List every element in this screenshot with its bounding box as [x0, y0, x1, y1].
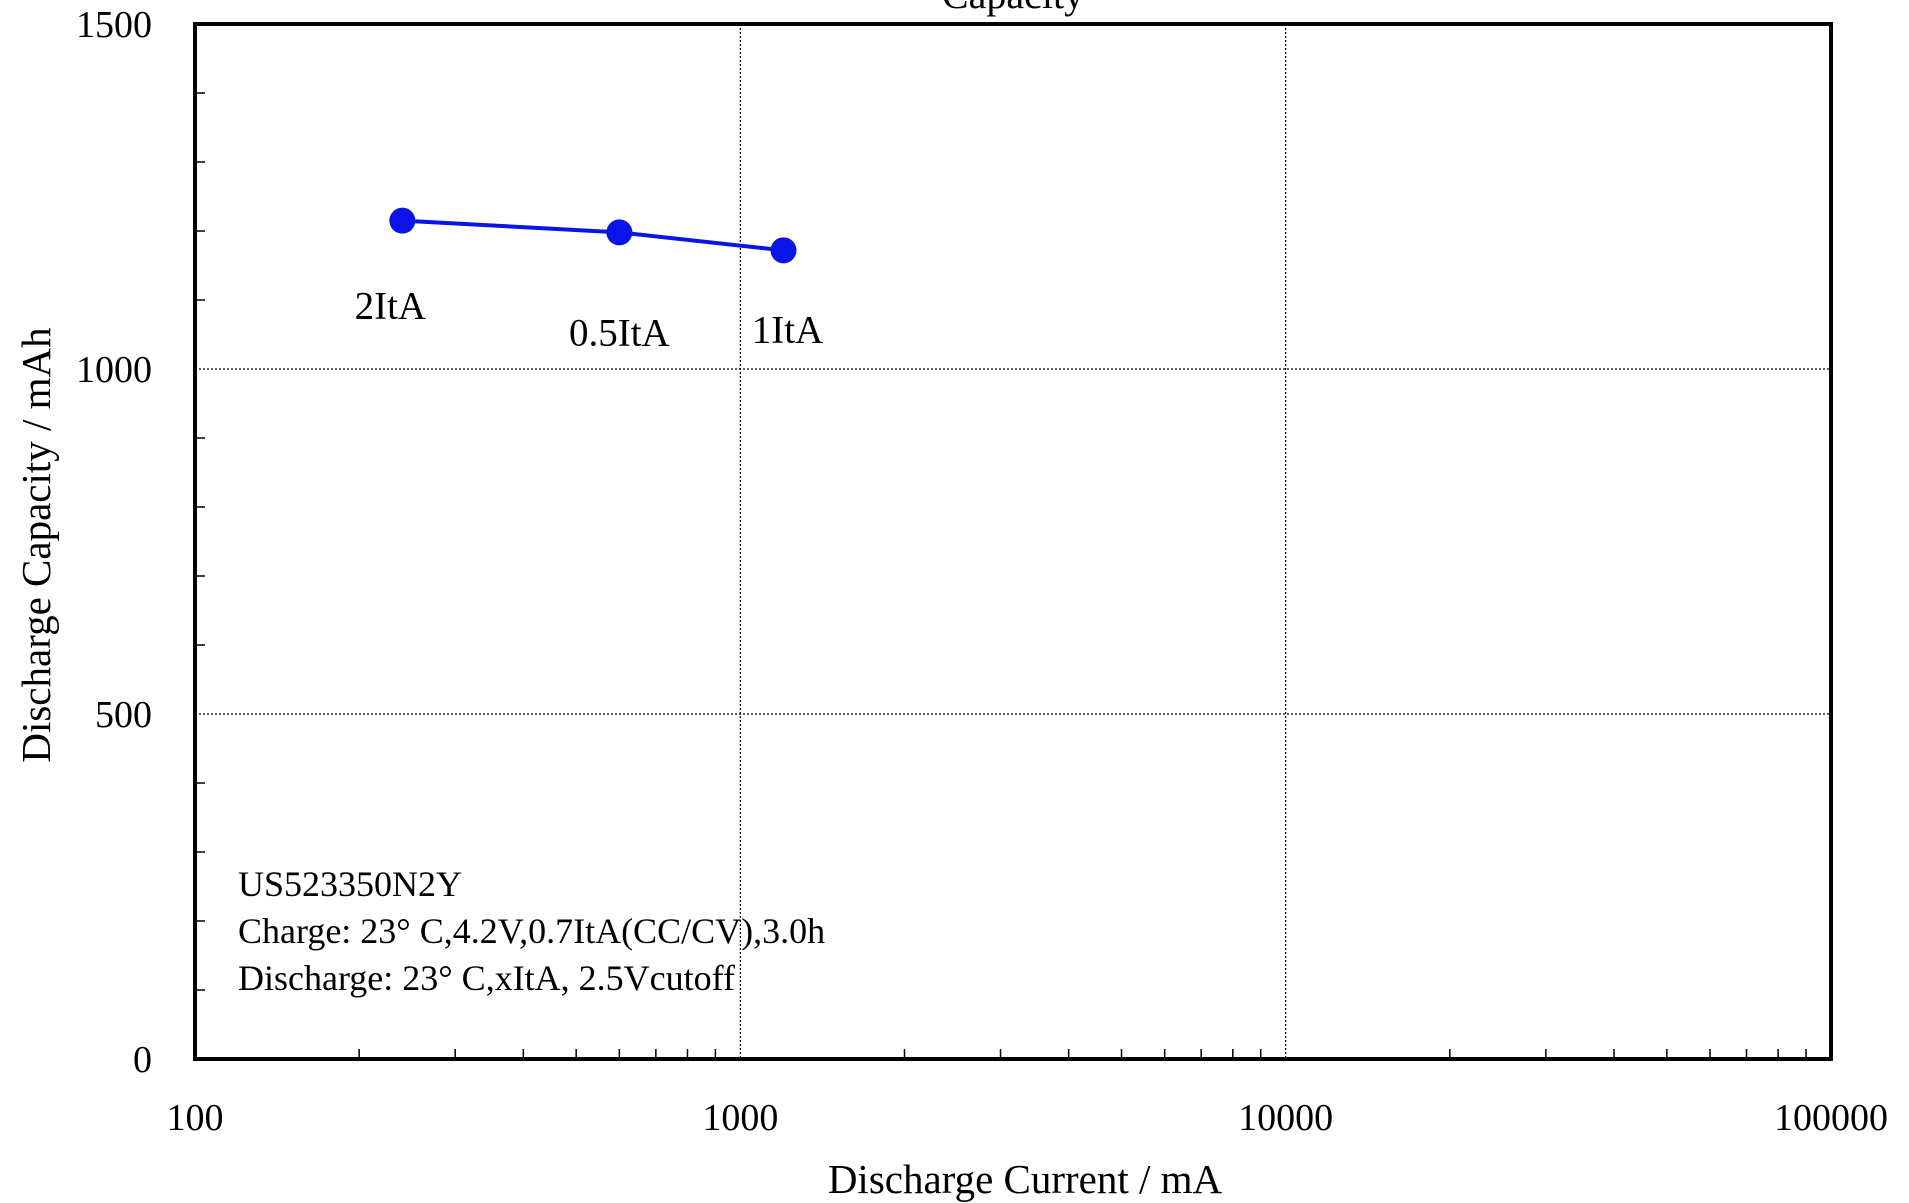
annotation-model: US523350N2Y	[238, 864, 462, 904]
grid-lines	[195, 24, 1831, 1059]
x-tick-label: 10000	[1238, 1097, 1333, 1139]
annotation-charge: Charge: 23° C,4.2V,0.7ItA(CC/CV),3.0h	[238, 911, 825, 951]
x-tick-labels: 100 1000 10000 100000	[167, 1097, 1889, 1139]
data-point-marker	[770, 237, 797, 264]
y-tick-label: 1000	[76, 349, 152, 391]
plot-area-border	[193, 22, 1833, 1061]
annotation-discharge: Discharge: 23° C,xItA, 2.5Vcutoff	[238, 958, 735, 998]
series-line	[402, 218, 784, 253]
y-tick-label: 500	[95, 694, 152, 736]
x-tick-label: 1000	[702, 1097, 778, 1139]
chart-title: Capacity	[942, 0, 1084, 17]
data-point-label: 0.5ItA	[569, 311, 670, 354]
y-tick-labels: 0 500 1000 1500	[76, 4, 152, 1081]
y-tick-label: 0	[133, 1039, 152, 1081]
x-tick-label: 100000	[1774, 1097, 1888, 1139]
y-axis-label: Discharge Capacity / mAh	[13, 327, 59, 762]
point-labels: 2ItA 0.5ItA 1ItA	[355, 285, 824, 355]
data-point-label: 2ItA	[355, 285, 427, 328]
data-point-label: 1ItA	[752, 308, 824, 351]
data-series	[389, 207, 797, 264]
x-tick-label: 100	[167, 1097, 224, 1139]
x-axis-label: Discharge Current / mA	[828, 1156, 1223, 1202]
data-point-marker	[606, 219, 633, 246]
chart-annotation: US523350N2Y Charge: 23° C,4.2V,0.7ItA(CC…	[238, 864, 834, 998]
y-tick-label: 1500	[76, 4, 152, 46]
data-point-marker	[389, 207, 416, 234]
